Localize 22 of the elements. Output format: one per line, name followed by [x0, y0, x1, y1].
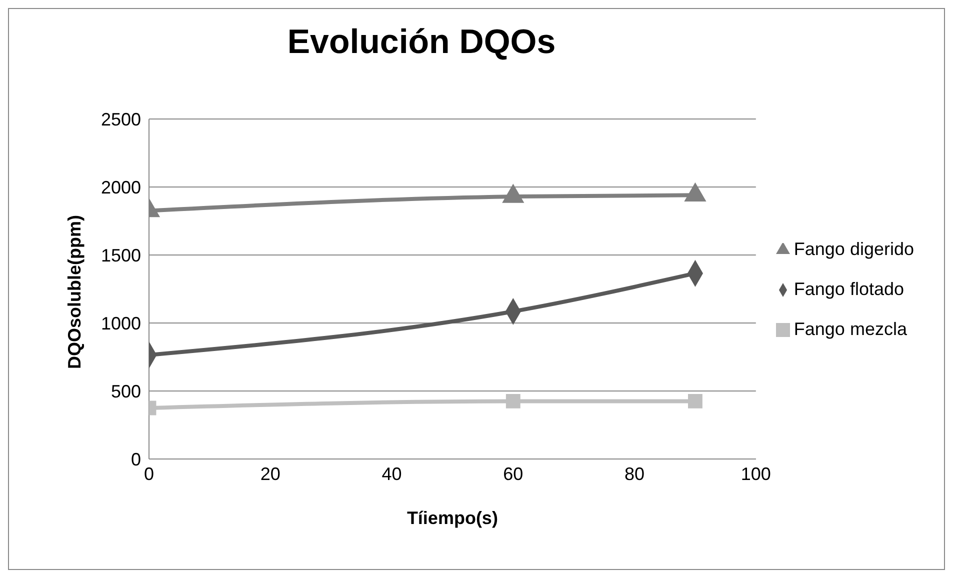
point — [506, 394, 520, 408]
x-tick-label: 100 — [740, 464, 771, 484]
legend-label: Fango flotado — [794, 279, 904, 299]
x-tick-label: 0 — [144, 464, 154, 484]
point — [502, 184, 524, 203]
point — [684, 182, 706, 202]
point — [688, 394, 702, 408]
y-tick-label: 500 — [110, 381, 141, 402]
x-tick-label: 20 — [260, 464, 280, 484]
y-tick-label: 0 — [130, 449, 141, 470]
y-tick-label: 1500 — [100, 245, 141, 266]
chart-title: Evolución DQOs — [286, 23, 557, 62]
x-tick-label: 80 — [624, 464, 645, 484]
y-tick-label: 1000 — [100, 313, 141, 334]
y-tick-label: 2000 — [100, 177, 141, 198]
x-tick-label: 60 — [503, 464, 524, 484]
legend-label: Fango mezcla — [794, 319, 907, 339]
x-tick-label: 40 — [382, 464, 402, 484]
x-axis-title: Tíiempo(s) — [406, 508, 498, 528]
legend-label: Fango digerido — [794, 239, 914, 259]
y-tick-label: 2500 — [100, 109, 141, 130]
y-axis-title: DQOsoluble(ppm) — [64, 215, 84, 369]
